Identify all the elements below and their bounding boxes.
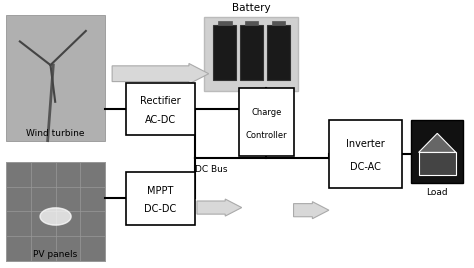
FancyArrow shape (112, 64, 209, 84)
Circle shape (40, 208, 71, 225)
Text: Wind turbine: Wind turbine (27, 129, 85, 138)
Bar (267, 25, 290, 80)
Bar (218, 21, 231, 25)
Bar (239, 88, 293, 157)
Text: Rectifier: Rectifier (140, 96, 181, 106)
Text: DC-AC: DC-AC (350, 162, 381, 172)
Bar (126, 172, 195, 225)
Text: Load: Load (427, 188, 448, 197)
Bar (329, 120, 402, 188)
Bar (240, 25, 263, 80)
Bar (213, 25, 236, 80)
Bar (272, 21, 285, 25)
Text: DC-DC: DC-DC (144, 204, 176, 214)
Bar (6, 162, 105, 261)
Bar (126, 83, 195, 135)
Text: Battery: Battery (232, 3, 271, 13)
Text: PV panels: PV panels (34, 250, 78, 259)
Polygon shape (419, 133, 456, 152)
Text: MPPT: MPPT (147, 185, 173, 195)
Text: Charge: Charge (251, 107, 282, 117)
Text: Controller: Controller (246, 131, 287, 140)
FancyArrow shape (293, 202, 329, 219)
Bar (411, 120, 463, 183)
Bar (204, 17, 298, 91)
Bar (245, 21, 258, 25)
Bar (419, 152, 456, 175)
FancyArrow shape (197, 199, 242, 216)
Text: DC Bus: DC Bus (195, 165, 228, 174)
Bar (6, 15, 105, 141)
Text: Inverter: Inverter (346, 139, 385, 148)
Text: AC-DC: AC-DC (145, 115, 176, 125)
